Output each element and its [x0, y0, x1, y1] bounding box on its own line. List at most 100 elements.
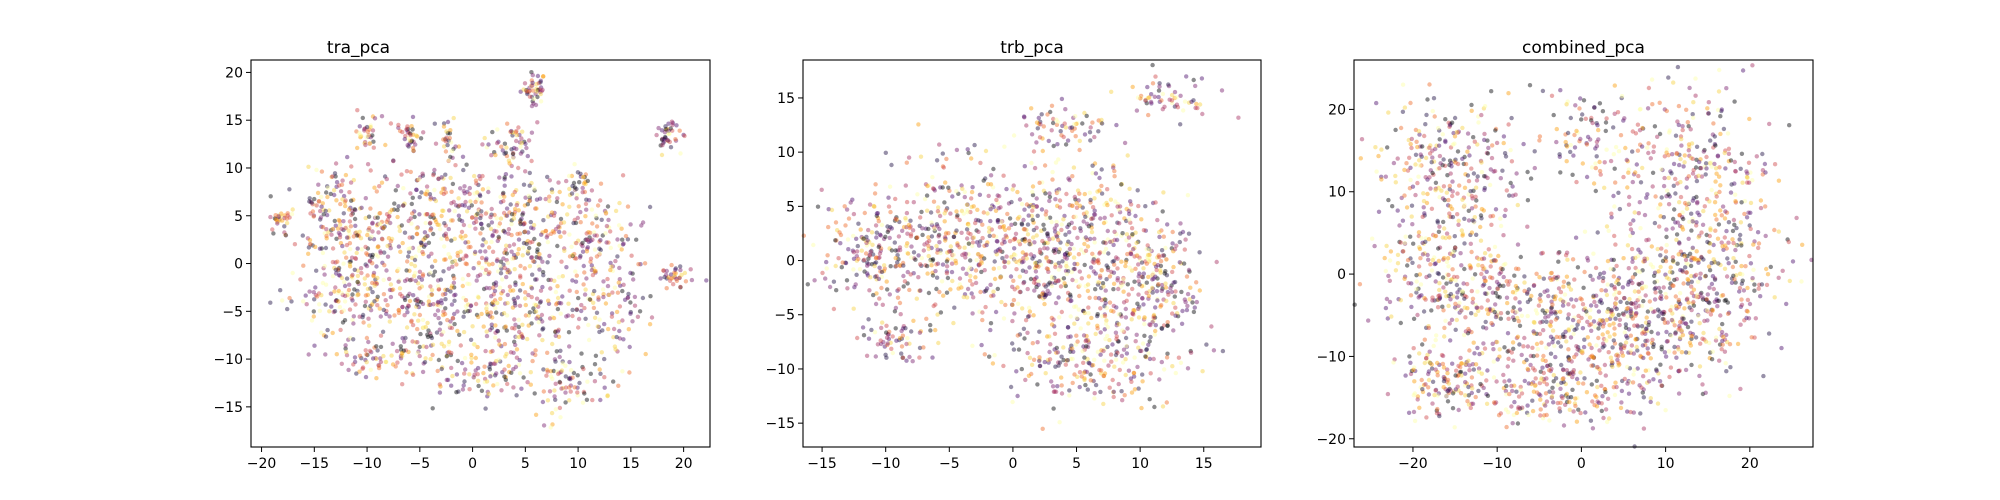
data-point	[1433, 180, 1439, 185]
data-point	[1453, 160, 1458, 165]
data-point	[899, 344, 905, 349]
data-point	[1074, 315, 1079, 321]
data-point	[407, 291, 412, 296]
data-point	[1638, 226, 1643, 231]
data-point	[1193, 83, 1198, 89]
data-point	[441, 312, 446, 318]
data-point	[335, 259, 340, 264]
data-point	[1103, 321, 1109, 326]
data-point	[1432, 114, 1437, 119]
data-point	[486, 142, 491, 147]
data-point	[1109, 308, 1114, 313]
data-point	[962, 194, 967, 200]
data-point	[353, 207, 358, 213]
data-point	[1136, 279, 1141, 284]
data-point	[1034, 233, 1039, 238]
data-point	[519, 140, 524, 146]
data-point	[494, 371, 499, 376]
data-point	[1012, 236, 1018, 242]
data-point	[494, 258, 500, 264]
data-point	[1104, 277, 1109, 282]
data-point	[320, 250, 326, 256]
data-point	[902, 279, 908, 284]
data-point	[1072, 321, 1077, 326]
data-point	[1626, 202, 1632, 207]
data-point	[404, 370, 409, 375]
data-point	[1096, 280, 1102, 285]
data-point	[617, 336, 623, 341]
data-point	[1031, 202, 1036, 208]
data-point	[1451, 253, 1457, 258]
data-point	[606, 240, 611, 245]
data-point	[560, 202, 565, 207]
data-point	[1422, 213, 1427, 218]
data-point	[1114, 232, 1119, 237]
data-point	[533, 412, 539, 417]
data-point	[988, 327, 993, 333]
data-point	[1114, 122, 1119, 128]
data-point	[1708, 160, 1714, 165]
data-point	[583, 237, 588, 242]
data-point	[569, 244, 574, 249]
data-point	[1001, 224, 1007, 229]
data-point	[674, 278, 680, 283]
data-point	[403, 335, 408, 341]
data-point	[502, 265, 507, 271]
data-point	[464, 162, 469, 167]
data-point	[978, 239, 983, 244]
data-point	[533, 277, 538, 282]
data-point	[1024, 227, 1029, 233]
data-point	[1073, 342, 1079, 347]
data-point	[563, 374, 568, 379]
data-point	[1742, 198, 1748, 204]
data-point	[316, 199, 321, 204]
data-point	[1025, 330, 1030, 335]
data-point	[1105, 265, 1111, 270]
data-point	[438, 277, 444, 282]
data-point	[1733, 199, 1738, 204]
data-point	[1105, 228, 1111, 234]
data-point	[1779, 345, 1784, 351]
data-point	[1172, 104, 1178, 109]
data-point	[1091, 260, 1097, 265]
data-point	[884, 355, 889, 360]
data-point	[1453, 327, 1458, 332]
data-point	[1438, 161, 1443, 166]
data-point	[488, 349, 493, 354]
data-point	[363, 374, 369, 380]
data-point	[1466, 208, 1472, 213]
data-point	[1123, 372, 1128, 378]
data-point	[1019, 260, 1025, 265]
data-point	[364, 263, 370, 269]
data-point	[487, 314, 493, 319]
data-point	[1078, 226, 1083, 231]
data-point	[1088, 265, 1094, 270]
data-point	[313, 293, 319, 298]
data-point	[1039, 251, 1044, 256]
data-point	[341, 219, 346, 224]
x-tick-label: −20	[247, 456, 277, 472]
data-point	[517, 231, 523, 236]
data-point	[523, 195, 528, 200]
data-point	[1074, 363, 1079, 368]
data-point	[502, 250, 507, 255]
data-point	[519, 386, 524, 391]
data-point	[375, 348, 380, 353]
data-point	[426, 240, 432, 245]
data-point	[957, 245, 962, 250]
data-point	[1545, 288, 1550, 293]
data-point	[608, 267, 613, 273]
data-point	[1666, 202, 1672, 207]
data-point	[1450, 142, 1456, 147]
data-point	[1451, 249, 1456, 255]
data-point	[1693, 256, 1698, 261]
data-point	[1650, 170, 1656, 175]
data-point	[678, 267, 683, 273]
data-point	[351, 177, 356, 183]
data-point	[334, 198, 339, 203]
data-point	[328, 291, 334, 296]
data-point	[1151, 271, 1156, 276]
data-point	[1049, 128, 1054, 133]
data-point	[1738, 166, 1743, 171]
data-point	[945, 250, 950, 255]
